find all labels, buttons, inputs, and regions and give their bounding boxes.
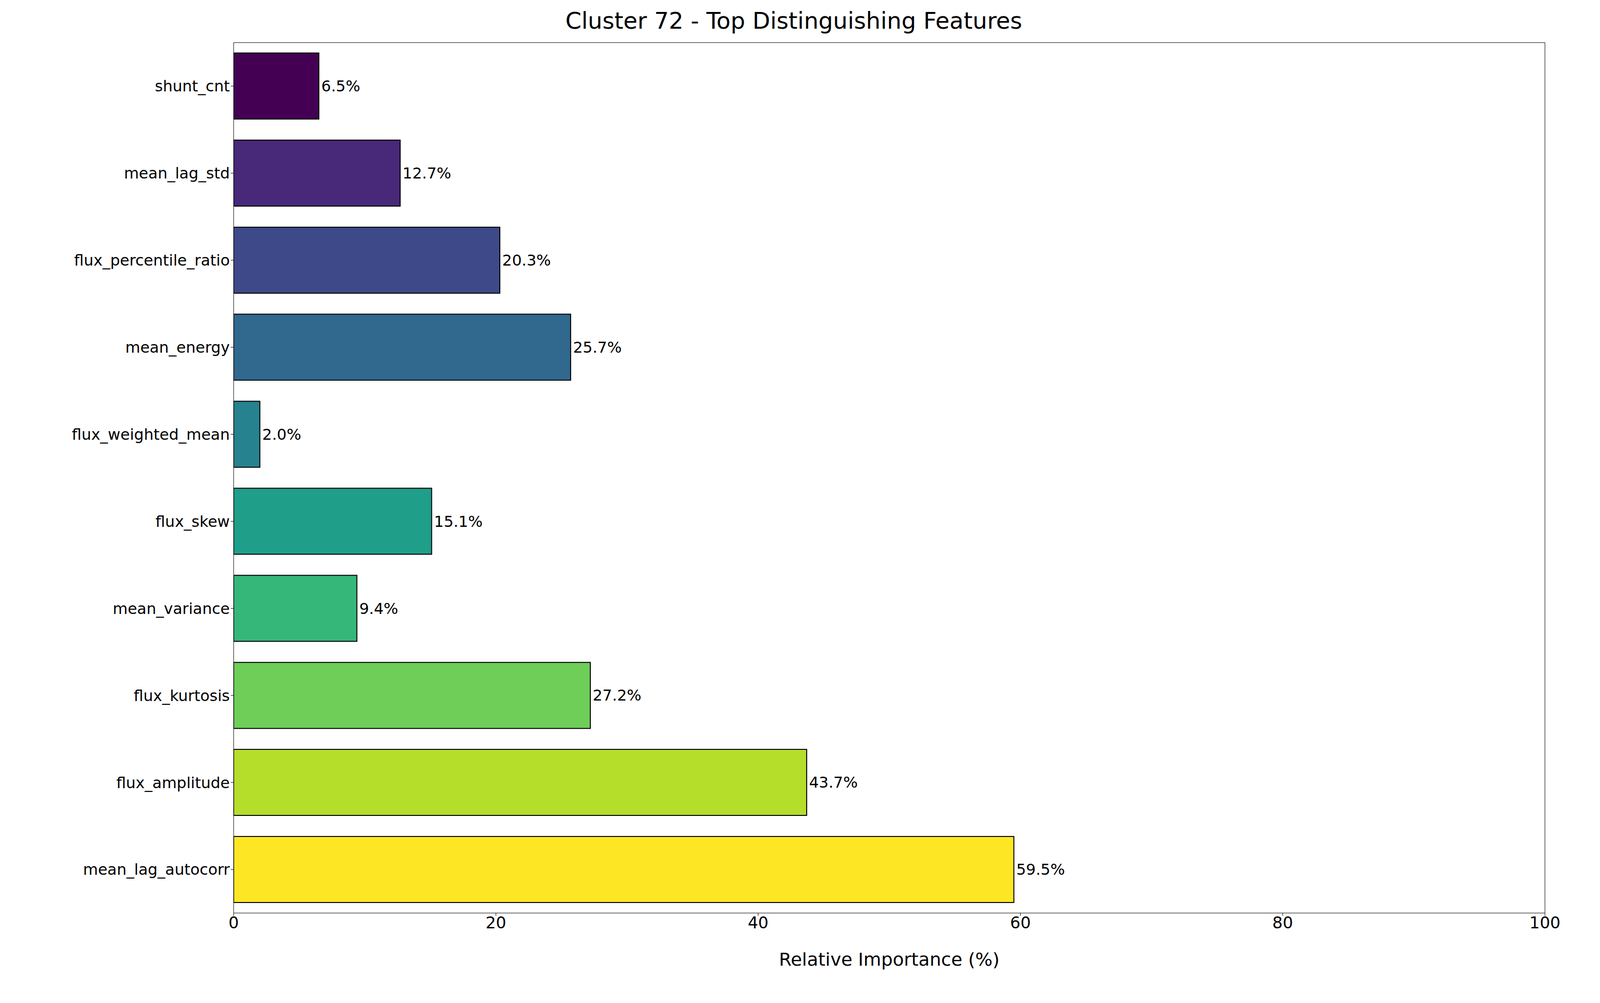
svg-text:40: 40 — [747, 913, 769, 933]
svg-text:0: 0 — [228, 913, 239, 933]
svg-text:9.4%: 9.4% — [359, 599, 398, 619]
svg-text:6.5%: 6.5% — [321, 77, 361, 96]
svg-text:2.0%: 2.0% — [262, 425, 302, 444]
svg-text:60: 60 — [1010, 913, 1031, 933]
svg-text:20.3%: 20.3% — [502, 251, 552, 270]
svg-text:flux_amplitude: flux_amplitude — [116, 774, 230, 793]
svg-text:27.2%: 27.2% — [592, 686, 642, 705]
svg-text:mean_energy: mean_energy — [125, 338, 230, 357]
svg-text:Relative Importance (%): Relative Importance (%) — [778, 949, 1000, 971]
svg-text:15.1%: 15.1% — [434, 512, 484, 531]
svg-text:shunt_cnt: shunt_cnt — [155, 77, 230, 96]
svg-text:mean_lag_std: mean_lag_std — [123, 164, 230, 183]
svg-text:25.7%: 25.7% — [573, 338, 622, 357]
svg-text:mean_lag_autocorr: mean_lag_autocorr — [83, 860, 231, 879]
svg-text:flux_skew: flux_skew — [155, 512, 230, 531]
svg-text:43.7%: 43.7% — [809, 773, 858, 792]
svg-text:59.5%: 59.5% — [1016, 860, 1066, 879]
svg-text:12.7%: 12.7% — [402, 164, 452, 183]
svg-text:flux_kurtosis: flux_kurtosis — [133, 687, 230, 706]
svg-text:20: 20 — [485, 913, 507, 933]
svg-text:mean_variance: mean_variance — [112, 599, 230, 619]
svg-text:80: 80 — [1272, 913, 1294, 933]
svg-text:100: 100 — [1529, 913, 1561, 933]
svg-text:flux_weighted_mean: flux_weighted_mean — [71, 425, 230, 444]
html-text:Cluster 72 - Top Distinguishin: Cluster 72 - Top Distinguishing Features — [565, 7, 1023, 34]
svg-text:flux_percentile_ratio: flux_percentile_ratio — [74, 251, 230, 270]
